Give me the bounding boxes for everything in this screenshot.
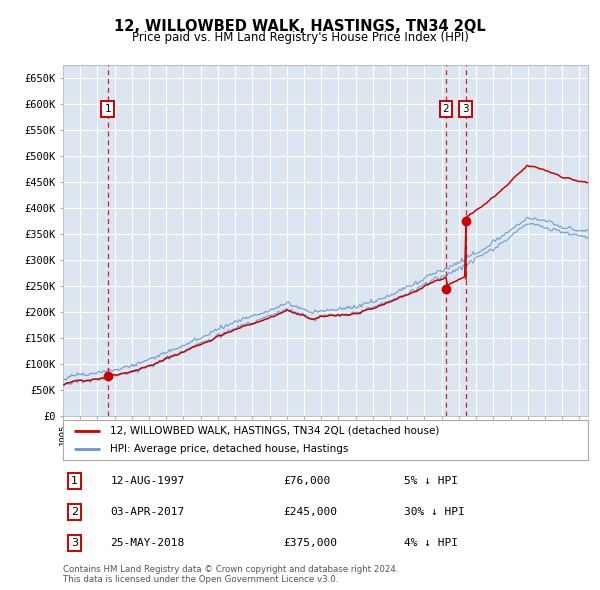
Text: £76,000: £76,000 <box>284 476 331 486</box>
Text: £375,000: £375,000 <box>284 538 337 548</box>
Text: 2: 2 <box>443 104 449 114</box>
Text: 3: 3 <box>71 538 78 548</box>
Text: 3: 3 <box>463 104 469 114</box>
Text: £245,000: £245,000 <box>284 507 337 517</box>
Text: 1: 1 <box>71 476 78 486</box>
Text: 30% ↓ HPI: 30% ↓ HPI <box>404 507 465 517</box>
Text: Contains HM Land Registry data © Crown copyright and database right 2024.
This d: Contains HM Land Registry data © Crown c… <box>63 565 398 584</box>
Text: 03-APR-2017: 03-APR-2017 <box>110 507 185 517</box>
Text: 5% ↓ HPI: 5% ↓ HPI <box>404 476 458 486</box>
Text: HPI: Average price, detached house, Hastings: HPI: Average price, detached house, Hast… <box>110 444 349 454</box>
Text: 2: 2 <box>71 507 78 517</box>
Text: 12-AUG-1997: 12-AUG-1997 <box>110 476 185 486</box>
Text: 1: 1 <box>104 104 111 114</box>
Text: 25-MAY-2018: 25-MAY-2018 <box>110 538 185 548</box>
Text: 4% ↓ HPI: 4% ↓ HPI <box>404 538 458 548</box>
Text: Price paid vs. HM Land Registry's House Price Index (HPI): Price paid vs. HM Land Registry's House … <box>131 31 469 44</box>
Text: 12, WILLOWBED WALK, HASTINGS, TN34 2QL: 12, WILLOWBED WALK, HASTINGS, TN34 2QL <box>114 19 486 34</box>
Text: 12, WILLOWBED WALK, HASTINGS, TN34 2QL (detached house): 12, WILLOWBED WALK, HASTINGS, TN34 2QL (… <box>110 426 440 436</box>
